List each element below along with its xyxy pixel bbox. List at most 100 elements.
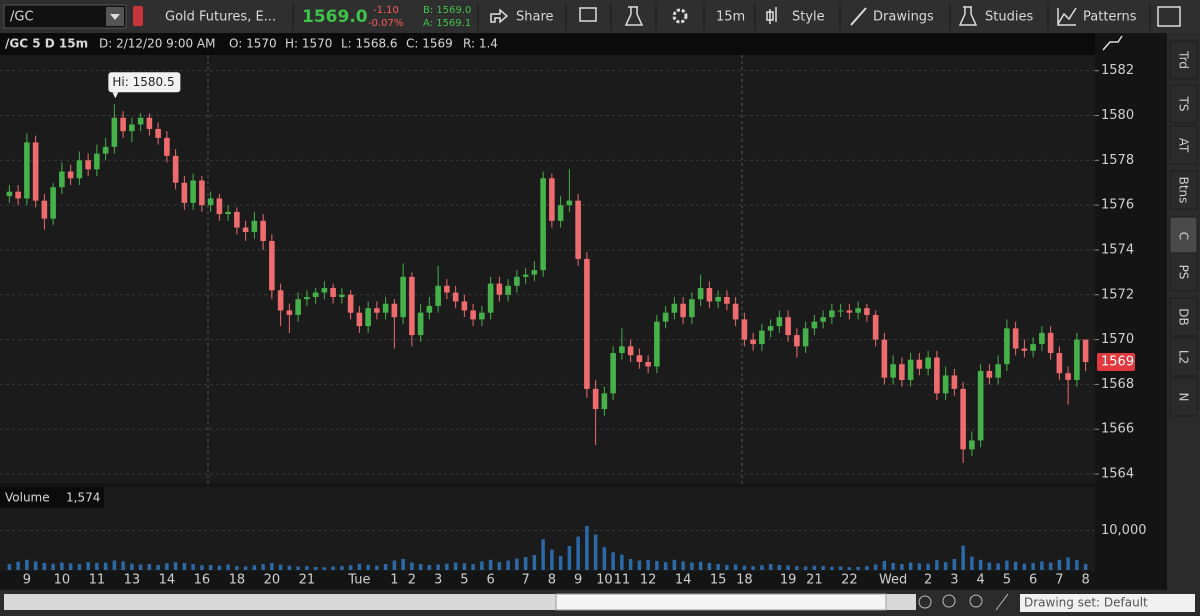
candle-body <box>671 303 678 313</box>
volume-bar <box>366 564 370 570</box>
candle-body <box>872 314 879 340</box>
volume-bar <box>313 566 318 570</box>
sidebar-tab-label[interactable]: Btns <box>1177 177 1191 204</box>
candle-body <box>41 200 48 219</box>
x-tick-label: 2 <box>408 573 416 588</box>
x-tick-label: Tue <box>347 573 370 588</box>
sidebar-tab[interactable] <box>1169 40 1198 80</box>
candle-body <box>32 142 39 201</box>
sidebar-tab-label[interactable]: DB <box>1177 308 1191 325</box>
drawing-set[interactable]: Drawing set: Default <box>1024 596 1148 610</box>
sidebar-tab[interactable] <box>1169 297 1198 337</box>
link-icon[interactable] <box>133 6 143 26</box>
sidebar-tab-label[interactable]: AT <box>1177 138 1191 153</box>
sidebar-tab-label[interactable]: TS <box>1177 96 1191 112</box>
volume-bar <box>331 566 335 570</box>
candle-body <box>995 364 1001 378</box>
volume-bar <box>926 563 930 570</box>
candle-body <box>400 276 406 318</box>
candle-body <box>365 308 371 327</box>
settings-icon[interactable] <box>672 8 688 24</box>
volume-bar <box>646 559 650 570</box>
volume-bar <box>226 564 230 570</box>
zoom-out-icon[interactable] <box>969 594 983 608</box>
flask-icon[interactable] <box>624 6 644 26</box>
studies-button[interactable]: Studies <box>985 10 1033 25</box>
x-tick-label: 5 <box>1003 573 1011 588</box>
patterns-button[interactable]: Patterns <box>1083 10 1137 25</box>
volume-bar <box>908 562 913 570</box>
sidebar-tab[interactable] <box>1169 84 1198 124</box>
volume-bar <box>375 565 379 570</box>
volume-bar <box>60 562 64 570</box>
zoom-icon[interactable] <box>918 595 932 609</box>
volume-bar <box>156 564 160 570</box>
sidebar-tab-label[interactable]: C <box>1177 232 1191 240</box>
candle-body <box>715 297 721 302</box>
volume-bar <box>637 560 642 570</box>
alert-icon[interactable] <box>579 7 597 22</box>
style-button[interactable]: Style <box>792 10 825 25</box>
sidebar-tab[interactable] <box>1169 252 1198 292</box>
candle-body <box>627 346 634 356</box>
sidebar-tab-label[interactable]: PS <box>1177 265 1191 280</box>
volume-bar <box>287 565 292 570</box>
candle-body <box>1012 328 1019 349</box>
candle-body <box>452 292 459 302</box>
axis-icon[interactable] <box>1102 35 1123 51</box>
candle-body <box>374 308 380 313</box>
scrollbar-thumb[interactable] <box>555 593 887 611</box>
x-tick-label: 11 <box>89 573 106 588</box>
symbol-box[interactable] <box>3 4 127 29</box>
share-button[interactable]: Share <box>516 10 554 25</box>
drawings-button[interactable]: Drawings <box>873 10 934 25</box>
volume-bar <box>733 564 738 570</box>
volume-bar <box>961 545 965 570</box>
sidebar-tab-label[interactable]: Trd <box>1177 50 1191 69</box>
candle-body <box>391 303 398 318</box>
candle-body <box>925 357 931 369</box>
hi-label-pointer <box>112 92 119 99</box>
candle-body <box>479 312 485 320</box>
sidebar-tab[interactable] <box>1169 377 1198 417</box>
volume-bar <box>200 565 204 570</box>
candle-body <box>347 294 354 313</box>
timeframe-button[interactable]: 15m <box>716 10 745 25</box>
volume-bar <box>576 536 580 570</box>
candle-body <box>549 178 555 221</box>
dropdown-arrow <box>110 14 120 20</box>
volume-bar <box>978 559 983 570</box>
y-tick-label: 1568 <box>1101 377 1134 392</box>
x-tick-label: 8 <box>548 573 556 588</box>
layout-icon[interactable] <box>1157 6 1181 27</box>
zoom-in-icon[interactable] <box>942 594 956 608</box>
sidebar-tab[interactable] <box>1169 337 1198 377</box>
y-tick-label: 1564 <box>1101 467 1134 482</box>
drawings-icon <box>850 7 867 26</box>
x-tick-label: 8 <box>1081 573 1089 588</box>
studies-icon <box>958 6 978 26</box>
draw-icon[interactable] <box>995 593 1009 611</box>
volume-bar <box>550 549 554 570</box>
drawing-set-box[interactable] <box>1020 594 1195 612</box>
candle-body <box>969 440 975 450</box>
x-tick-label: 6 <box>486 573 494 588</box>
volume-bar <box>1083 563 1088 570</box>
volume-bar <box>786 565 790 570</box>
sidebar-tab[interactable] <box>1169 125 1198 165</box>
style-icon <box>766 7 777 24</box>
sidebar-tab-label[interactable]: L2 <box>1177 350 1191 364</box>
volume-bar <box>803 566 808 570</box>
sidebar-tab-label[interactable]: N <box>1177 393 1191 402</box>
symbol[interactable]: /GC <box>10 10 34 25</box>
x-tick-label: 4 <box>976 573 984 588</box>
sidebar-tab[interactable] <box>1169 216 1198 256</box>
x-tick-label: 10 <box>54 573 71 588</box>
candle-body <box>339 294 345 298</box>
sidebar-tab[interactable] <box>1169 170 1198 210</box>
volume-bar <box>515 558 519 570</box>
x-tick-label: Wed <box>879 573 907 588</box>
hi-label-box <box>108 72 181 93</box>
volume-bar <box>655 560 659 570</box>
